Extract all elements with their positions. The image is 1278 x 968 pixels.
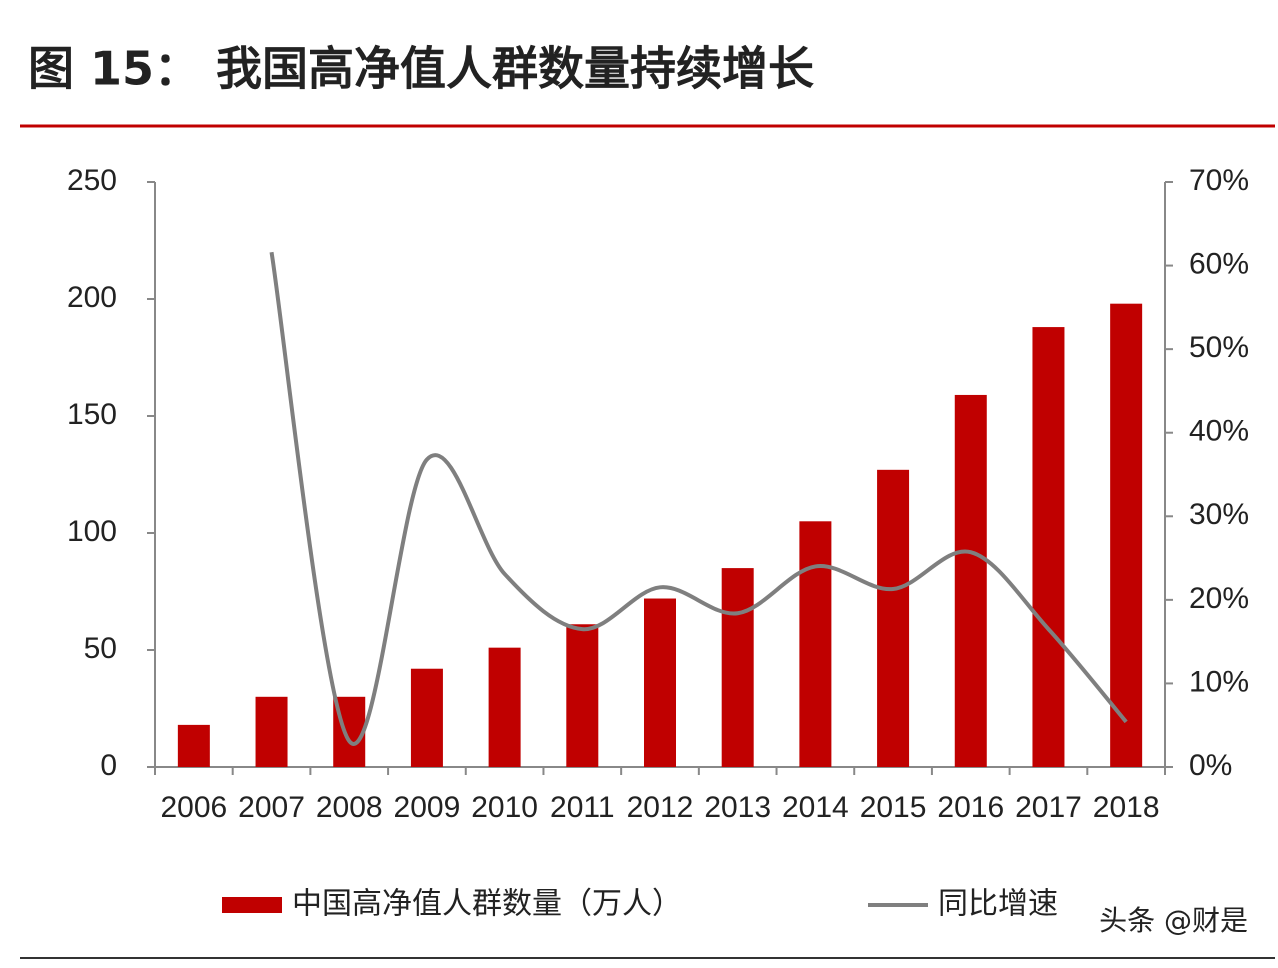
x-tick-label: 2018 <box>1093 791 1160 824</box>
y-tick-label: 150 <box>67 398 117 431</box>
y2-tick-label: 0% <box>1189 749 1232 782</box>
bar <box>1032 327 1065 767</box>
legend-label: 中国高净值人群数量（万人） <box>292 887 682 922</box>
y2-tick-label: 70% <box>1189 164 1249 197</box>
watermark: 头条 @财是 <box>1099 904 1248 937</box>
x-tick-label: 2013 <box>704 791 771 824</box>
bar <box>954 394 987 767</box>
chart-title: 图 15： 我国高净值人群数量持续增长 <box>28 42 814 96</box>
x-tick-label: 2015 <box>860 791 927 824</box>
legend-label: 同比增速 <box>938 887 1058 922</box>
y2-tick-label: 60% <box>1189 247 1249 280</box>
x-tick-label: 2010 <box>471 791 538 824</box>
x-tick-label: 2011 <box>550 791 615 824</box>
y2-tick-label: 30% <box>1189 498 1249 531</box>
y2-tick-label: 10% <box>1189 665 1249 698</box>
y2-tick-label: 50% <box>1189 331 1249 364</box>
y-tick-label: 0 <box>100 749 117 782</box>
bar <box>177 724 210 767</box>
bar <box>1110 303 1143 767</box>
y2-tick-label: 40% <box>1189 415 1249 448</box>
bar <box>877 469 910 767</box>
x-tick-label: 2017 <box>1015 791 1082 824</box>
x-tick-label: 2008 <box>316 791 383 824</box>
y2-tick-label: 20% <box>1189 582 1249 615</box>
y-tick-label: 50 <box>84 632 117 665</box>
bar <box>410 668 443 767</box>
x-tick-label: 2014 <box>782 791 849 824</box>
bar <box>255 696 288 767</box>
bar <box>488 647 521 767</box>
x-tick-label: 2007 <box>238 791 305 824</box>
x-tick-label: 2012 <box>627 791 694 824</box>
x-tick-label: 2009 <box>394 791 461 824</box>
y-tick-label: 200 <box>67 281 117 314</box>
y-tick-label: 100 <box>67 515 117 548</box>
bar <box>566 624 599 767</box>
legend-swatch <box>222 897 282 913</box>
y-tick-label: 250 <box>67 164 117 197</box>
bar <box>799 521 832 767</box>
bar <box>721 568 754 767</box>
bar <box>644 598 676 767</box>
line <box>269 251 1128 746</box>
x-tick-label: 2006 <box>160 791 227 824</box>
x-tick-label: 2016 <box>937 791 1004 824</box>
